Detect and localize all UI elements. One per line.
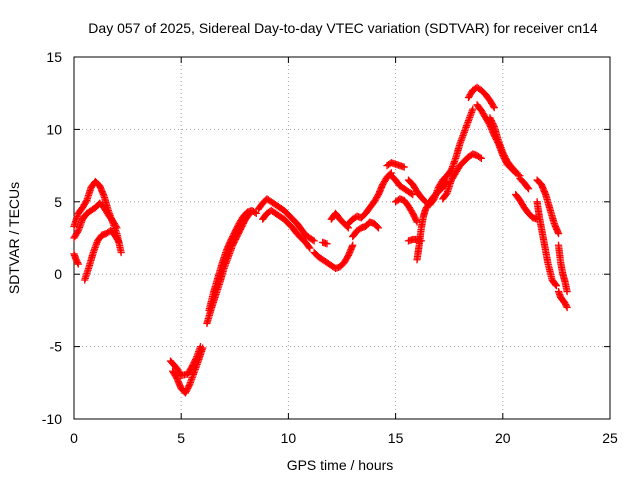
data-point xyxy=(373,223,381,231)
data-point xyxy=(199,344,207,352)
series-s2 xyxy=(70,199,121,242)
data-point xyxy=(563,303,571,312)
data-point xyxy=(413,218,421,226)
data-point xyxy=(400,163,408,171)
data-point xyxy=(310,237,318,245)
data-point xyxy=(552,282,560,290)
data-point xyxy=(524,184,532,192)
x-axis-label: GPS time / hours xyxy=(287,457,394,473)
y-tick-label: 5 xyxy=(54,194,62,210)
series-s23 xyxy=(439,150,485,203)
series-s7 xyxy=(203,209,254,328)
series-s28 xyxy=(512,190,541,223)
data-point xyxy=(73,259,82,267)
plot-frame xyxy=(73,56,611,420)
data-point xyxy=(476,153,484,161)
data-point xyxy=(251,208,259,217)
data-point xyxy=(306,244,314,252)
series-s24 xyxy=(464,83,498,112)
series-s13 xyxy=(327,209,353,232)
series-s26 xyxy=(486,114,520,175)
series-s19 xyxy=(392,195,421,226)
data-point xyxy=(374,224,383,232)
data-point xyxy=(323,240,331,248)
series-s30 xyxy=(533,198,560,290)
series-s32 xyxy=(554,287,571,312)
data-point xyxy=(420,197,429,205)
data-point xyxy=(112,222,120,231)
x-tick-label: 25 xyxy=(602,430,618,446)
series-s16 xyxy=(383,159,408,171)
series-s8 xyxy=(205,206,260,314)
data-point xyxy=(512,167,520,175)
series-s6 xyxy=(169,344,207,397)
data-point xyxy=(477,154,485,162)
data-point xyxy=(562,302,571,310)
data-point xyxy=(113,224,121,232)
data-point xyxy=(82,198,90,206)
x-tick-label: 0 xyxy=(70,430,78,446)
data-point xyxy=(407,189,415,198)
series-s31 xyxy=(554,241,571,296)
data-point xyxy=(74,260,82,268)
data-series xyxy=(70,83,571,397)
series-s9 xyxy=(254,195,318,245)
series-s17 xyxy=(387,172,417,199)
series-s14 xyxy=(344,169,395,228)
series-s29 xyxy=(533,176,563,238)
y-axis-label: SDTVAR / TECUs xyxy=(6,182,22,294)
chart-title: Day 057 of 2025, Sidereal Day-to-day VTE… xyxy=(88,20,598,36)
data-point xyxy=(185,382,193,390)
data-point xyxy=(343,223,351,231)
data-point xyxy=(73,228,82,236)
series-s15 xyxy=(349,218,383,241)
data-point xyxy=(309,236,317,244)
y-tick-label: 0 xyxy=(54,266,62,282)
data-point xyxy=(115,238,123,246)
y-tick-label: 15 xyxy=(46,49,62,65)
y-tick-label: -5 xyxy=(50,339,63,355)
data-point xyxy=(554,230,563,238)
data-point xyxy=(349,241,357,249)
x-tick-label: 20 xyxy=(495,430,511,446)
x-tick-label: 5 xyxy=(177,430,185,446)
data-point xyxy=(524,185,533,193)
axis-ticks: 0 5 10 15 20 25 -10 -5 0 5 10 15 xyxy=(42,49,618,446)
data-point xyxy=(489,121,498,129)
x-tick-label: 15 xyxy=(388,430,404,446)
y-tick-label: -10 xyxy=(42,411,62,427)
data-point xyxy=(412,217,420,225)
series-s4 xyxy=(81,227,123,284)
series-s22 xyxy=(426,105,477,209)
data-point xyxy=(510,166,519,174)
series-s18 xyxy=(404,176,430,206)
series-s12 xyxy=(319,238,331,248)
series-s10 xyxy=(259,206,314,252)
data-point xyxy=(117,248,125,257)
grid-lines xyxy=(74,57,610,419)
data-point xyxy=(489,102,497,110)
data-point xyxy=(252,209,260,217)
y-tick-label: 10 xyxy=(46,121,62,137)
data-point xyxy=(305,243,313,251)
series-s11 xyxy=(310,241,357,273)
data-point xyxy=(552,281,560,289)
data-point xyxy=(409,190,417,199)
series-s27 xyxy=(516,175,533,193)
x-tick-label: 10 xyxy=(281,430,297,446)
data-point xyxy=(563,287,571,296)
data-point xyxy=(114,237,122,245)
data-point xyxy=(469,105,477,113)
series-s3 xyxy=(70,250,82,268)
data-point xyxy=(490,104,498,112)
